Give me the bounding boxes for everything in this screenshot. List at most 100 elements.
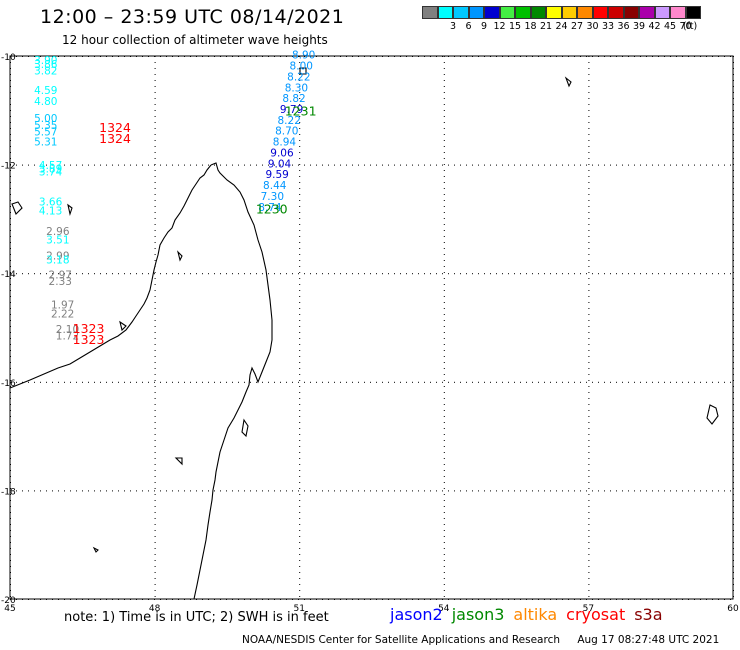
grid-dot bbox=[22, 273, 23, 275]
grid-dot bbox=[124, 273, 125, 275]
grid-dot bbox=[226, 490, 227, 492]
grid-dot bbox=[299, 326, 301, 327]
grid-dot bbox=[443, 590, 445, 591]
grid-dot bbox=[250, 490, 251, 492]
grid-dot bbox=[588, 530, 590, 531]
grid-dot bbox=[588, 272, 590, 273]
grid-dot bbox=[154, 458, 156, 459]
grid-dot bbox=[664, 381, 665, 383]
grid-dot bbox=[526, 273, 527, 275]
grid-dot bbox=[154, 170, 156, 171]
grid-dot bbox=[443, 416, 445, 417]
grid-dot bbox=[616, 164, 617, 166]
grid-dot bbox=[358, 490, 359, 492]
footer-note: note: 1) Time is in UTC; 2) SWH is in fe… bbox=[64, 610, 329, 625]
grid-dot bbox=[724, 273, 725, 275]
grid-dot bbox=[588, 548, 590, 549]
grid-dot bbox=[88, 164, 89, 166]
grid-dot bbox=[154, 176, 156, 177]
wave-height-value: 5.35 bbox=[34, 120, 57, 132]
grid-dot bbox=[588, 428, 590, 429]
grid-dot bbox=[154, 434, 156, 435]
grid-dot bbox=[652, 381, 653, 383]
grid-dot bbox=[412, 381, 413, 383]
grid-dot bbox=[274, 273, 275, 275]
grid-dot bbox=[52, 490, 53, 492]
mission-jason2-label: jason2 bbox=[390, 605, 443, 624]
grid-dot bbox=[299, 254, 301, 255]
grid-dot bbox=[299, 92, 301, 93]
grid-dot bbox=[712, 164, 713, 166]
grid-dot bbox=[424, 490, 425, 492]
grid-dot bbox=[382, 273, 383, 275]
lon-tick-label: 45 bbox=[4, 604, 15, 614]
grid-dot bbox=[443, 248, 445, 249]
grid-dot bbox=[58, 164, 59, 166]
grid-dot bbox=[443, 494, 445, 495]
grid-dot bbox=[46, 164, 47, 166]
lon-tick-label: 54 bbox=[438, 604, 450, 614]
grid-dot bbox=[588, 80, 590, 81]
grid-dot bbox=[588, 440, 590, 441]
grid-dot bbox=[190, 164, 191, 166]
grid-dot bbox=[352, 381, 353, 383]
grid-dot bbox=[670, 273, 671, 275]
grid-dot bbox=[526, 381, 527, 383]
grid-dot bbox=[299, 212, 301, 213]
wave-height-value: 1.72 bbox=[56, 330, 79, 342]
grid-dot bbox=[658, 490, 659, 492]
grid-dot bbox=[496, 381, 497, 383]
wave-height-value: 3.18 bbox=[46, 254, 69, 266]
grid-dot bbox=[250, 273, 251, 275]
grid-dot bbox=[538, 381, 539, 383]
grid-dot bbox=[706, 273, 707, 275]
lat-tick-label: -16 bbox=[1, 379, 16, 389]
grid-dot bbox=[443, 116, 445, 117]
grid-dot bbox=[443, 392, 445, 393]
grid-dot bbox=[370, 490, 371, 492]
legend-swatch bbox=[437, 6, 453, 19]
grid-dot bbox=[496, 273, 497, 275]
grid-dot bbox=[550, 273, 551, 275]
grid-dot bbox=[443, 386, 445, 387]
grid-dot bbox=[588, 458, 590, 459]
grid-dot bbox=[154, 548, 156, 549]
grid-dot bbox=[244, 273, 245, 275]
grid-dot bbox=[443, 278, 445, 279]
grid-dot bbox=[328, 490, 329, 492]
grid-dot bbox=[340, 381, 341, 383]
grid-dot bbox=[22, 381, 23, 383]
mission-jason3-label: jason3 bbox=[451, 605, 505, 624]
grid-dot bbox=[70, 490, 71, 492]
grid-dot bbox=[172, 273, 173, 275]
grid-dot bbox=[544, 381, 545, 383]
grid-dot bbox=[443, 530, 445, 531]
grid-dot bbox=[588, 494, 590, 495]
grid-dot bbox=[424, 273, 425, 275]
grid-dot bbox=[532, 381, 533, 383]
legend-label: 3 bbox=[449, 21, 457, 32]
coastline bbox=[9, 67, 719, 600]
grid-dot bbox=[406, 381, 407, 383]
grid-dot bbox=[443, 374, 445, 375]
grid-dot bbox=[586, 164, 587, 166]
grid-dot bbox=[443, 224, 445, 225]
grid-dot bbox=[238, 273, 239, 275]
grid-dot bbox=[292, 273, 293, 275]
grid-dot bbox=[232, 490, 233, 492]
grid-dot bbox=[588, 368, 590, 369]
grid-dot bbox=[316, 164, 317, 166]
grid-dot bbox=[588, 362, 590, 363]
grid-dot bbox=[443, 134, 445, 135]
grid-dot bbox=[299, 464, 301, 465]
grid-dot bbox=[214, 381, 215, 383]
grid-dot bbox=[443, 272, 445, 273]
grid-dot bbox=[588, 296, 590, 297]
grid-dot bbox=[443, 482, 445, 483]
grid-dot bbox=[299, 494, 301, 495]
grid-dot bbox=[436, 490, 437, 492]
grid-dot bbox=[443, 398, 445, 399]
grid-dot bbox=[588, 218, 590, 219]
grid-dot bbox=[466, 273, 467, 275]
